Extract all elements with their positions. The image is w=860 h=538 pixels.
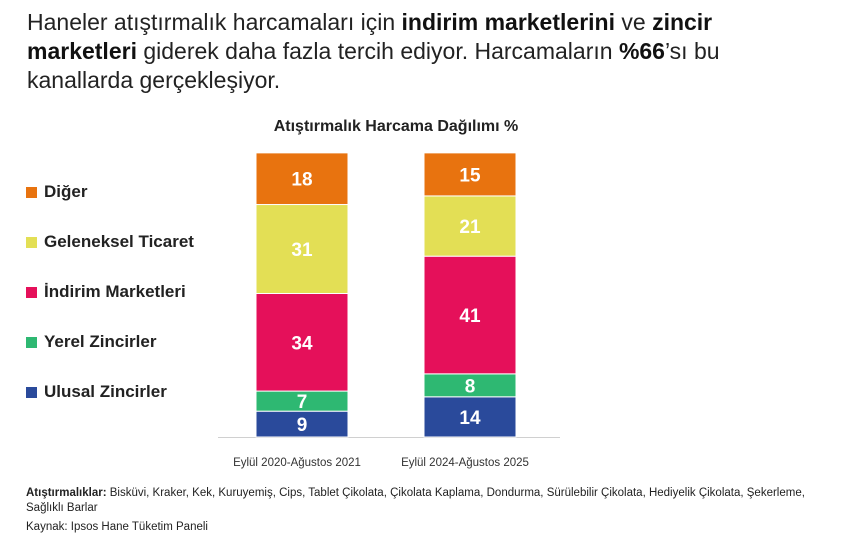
data-label: 8 [465,376,476,397]
legend-item: Diğer [26,182,87,202]
source-note: Kaynak: Ipsos Hane Tüketim Paneli [26,521,208,533]
legend-swatch [26,336,37,348]
footnote: Atıştırmalıklar: Bisküvi, Kraker, Kek, K… [26,486,836,516]
data-label: 21 [459,217,481,238]
bar-segment [423,152,517,197]
headline: Haneler atıştırmalık harcamaları için in… [27,8,827,95]
bar-segment [423,396,517,438]
bar-segment [423,195,517,257]
data-label: 18 [291,170,312,191]
x-tick-label: Eylül 2024-Ağustos 2025 [401,457,529,469]
footnote-text: Bisküvi, Kraker, Kek, Kuruyemiş, Cips, T… [26,487,805,514]
data-label: 31 [291,240,313,261]
headline-bold-2: zincir marketleri [27,9,713,64]
legend-item: Yerel Zincirler [26,332,156,352]
legend-label: İndirim Marketleri [44,282,186,301]
legend-item: Geleneksel Ticaret [26,232,194,252]
data-label: 9 [297,415,308,436]
data-label: 41 [459,306,481,327]
chart-title: Atıştırmalık Harcama Dağılımı % [273,118,519,135]
bar-segment [255,293,349,392]
headline-part-3: giderek daha fazla tercih ediyor. Harcam… [136,38,619,64]
legend-label: Geleneksel Ticaret [44,232,194,251]
data-label: 7 [297,392,308,413]
data-label: 15 [459,165,481,186]
headline-part-1: Haneler atıştırmalık harcamaları için [27,9,402,35]
headline-part-4: ’sı bu kanallarda gerçekleşiyor. [27,38,720,93]
footnote-label: Atıştırmalıklar: [26,487,107,499]
headline-part-2: ve [614,9,653,35]
data-label: 14 [459,408,481,429]
legend-label: Yerel Zincirler [44,332,157,351]
legend-item: İndirim Marketleri [26,282,186,302]
legend-swatch [26,286,37,298]
legend-swatch [26,386,37,398]
bar-segment [255,410,349,438]
legend-swatch [26,236,37,248]
headline-bold-1: indirim marketlerini [401,9,615,35]
bar-segment [255,204,349,294]
data-label: 34 [291,333,313,354]
headline-bold-3: %66 [618,38,665,64]
bar-segment [255,152,349,206]
legend-swatch [26,186,37,198]
legend-item: Ulusal Zincirler [26,382,167,402]
legend-label: Diğer [44,182,88,201]
legend-label: Ulusal Zincirler [44,382,167,401]
x-tick-label: Eylül 2020-Ağustos 2021 [233,457,361,469]
